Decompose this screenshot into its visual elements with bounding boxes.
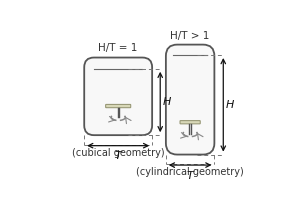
Text: T: T	[187, 171, 194, 181]
FancyBboxPatch shape	[84, 58, 152, 135]
Text: (cylindrical geometry): (cylindrical geometry)	[136, 168, 244, 177]
Text: H: H	[163, 97, 171, 107]
Text: H/T = 1: H/T = 1	[98, 43, 138, 54]
FancyBboxPatch shape	[106, 104, 131, 108]
Text: H/T > 1: H/T > 1	[170, 31, 210, 41]
FancyBboxPatch shape	[166, 45, 214, 155]
Text: H: H	[226, 100, 234, 110]
Text: T: T	[115, 151, 122, 161]
Text: (cubical geometry): (cubical geometry)	[72, 148, 164, 158]
FancyBboxPatch shape	[180, 121, 200, 124]
